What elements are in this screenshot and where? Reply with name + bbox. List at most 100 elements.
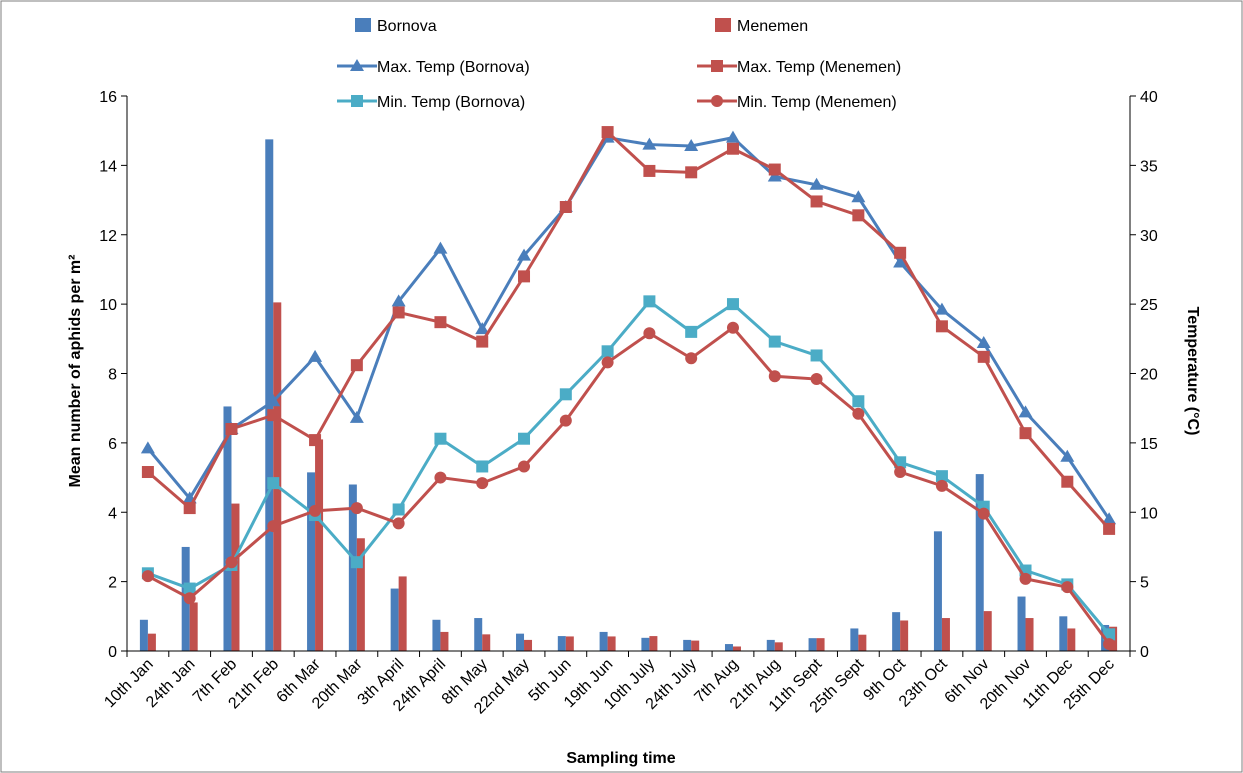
bar-menemen: [900, 620, 909, 651]
point-min-temp-menemen: [392, 517, 405, 530]
bar-menemen: [858, 634, 867, 651]
point-min-temp-menemen: [225, 556, 238, 569]
bar-bornova: [474, 618, 483, 651]
y-tick-label: 10: [99, 297, 117, 314]
point-max-temp-bornova: [642, 137, 657, 150]
point-min-temp-bornova: [768, 335, 781, 348]
point-min-temp-bornova: [518, 432, 531, 445]
bar-menemen: [983, 611, 992, 651]
point-min-temp-bornova: [685, 325, 698, 338]
bar-menemen: [607, 636, 616, 651]
point-min-temp-bornova: [601, 345, 614, 358]
point-min-temp-bornova: [643, 295, 656, 308]
legend-label-bornova: Bornova: [377, 18, 437, 35]
bar-menemen: [649, 636, 658, 651]
bar-bornova: [892, 612, 901, 651]
y-tick-label: 2: [108, 575, 117, 592]
point-max-temp-menemen: [309, 434, 322, 447]
y2-tick-label: 35: [1140, 158, 1158, 175]
y-axis-title: Mean number of aphids per m²: [67, 255, 84, 488]
bar-menemen: [691, 640, 700, 651]
point-max-temp-bornova: [1018, 405, 1033, 418]
point-max-temp-bornova: [140, 441, 155, 454]
legend-marker-min-temp-bornova: [351, 95, 363, 107]
y2-tick-label: 30: [1140, 228, 1158, 245]
point-min-temp-menemen: [852, 407, 865, 420]
point-max-temp-menemen: [643, 164, 656, 177]
point-min-temp-bornova: [183, 582, 196, 595]
point-max-temp-bornova: [851, 190, 866, 203]
point-min-temp-bornova: [810, 349, 823, 362]
bar-menemen: [1025, 618, 1034, 651]
point-min-temp-menemen: [810, 373, 823, 386]
point-max-temp-bornova: [266, 394, 281, 407]
point-max-temp-menemen: [601, 126, 614, 139]
point-max-temp-menemen: [225, 423, 238, 435]
point-max-temp-menemen: [518, 270, 531, 283]
point-max-temp-menemen: [810, 195, 823, 208]
point-max-temp-bornova: [349, 410, 364, 423]
bars-layer: [139, 139, 1118, 651]
point-max-temp-bornova: [308, 349, 323, 362]
point-max-temp-menemen: [726, 142, 739, 155]
bar-bornova: [1059, 616, 1068, 651]
bar-menemen: [147, 633, 156, 651]
point-max-temp-menemen: [183, 502, 196, 515]
bar-bornova: [641, 637, 650, 651]
bar-bornova: [599, 631, 608, 651]
legend-swatch-bornova: [355, 18, 371, 32]
point-min-temp-bornova: [559, 388, 572, 401]
legend-marker-min-temp-menemen: [711, 95, 723, 107]
point-max-temp-bornova: [809, 177, 824, 190]
point-min-temp-menemen: [309, 504, 322, 517]
line-min-temp-bornova: [147, 299, 1111, 636]
bar-menemen: [941, 618, 950, 651]
point-min-temp-menemen: [1061, 581, 1074, 594]
bar-bornova: [808, 638, 817, 651]
bar-menemen: [565, 636, 574, 651]
point-min-temp-menemen: [350, 502, 363, 515]
y-tick-label: 4: [108, 505, 117, 522]
y2-tick-label: 15: [1140, 436, 1158, 453]
legend-marker-max-temp-bornova: [350, 59, 364, 71]
legend-label-min-temp-menemen: Min. Temp (Menemen): [737, 94, 897, 111]
y2-tick-label: 40: [1140, 89, 1158, 106]
line-max-temp-menemen: [146, 129, 1111, 530]
bar-menemen: [774, 642, 783, 651]
point-min-temp-bornova: [852, 395, 865, 408]
point-max-temp-bornova: [684, 138, 699, 151]
y-tick-label: 12: [99, 228, 117, 245]
x-axis-title: Sampling time: [566, 750, 675, 767]
point-max-temp-menemen: [768, 163, 781, 176]
bar-bornova: [724, 644, 733, 651]
point-min-temp-bornova: [1019, 564, 1032, 577]
point-min-temp-menemen: [685, 352, 698, 365]
point-min-temp-menemen: [935, 479, 948, 492]
point-max-temp-bornova: [976, 335, 991, 348]
point-max-temp-bornova: [934, 302, 949, 315]
y-tick-label: 6: [108, 436, 117, 453]
bar-bornova: [1017, 596, 1026, 651]
y-tick-label: 16: [99, 89, 117, 106]
y2-tick-label: 0: [1140, 644, 1149, 661]
y-tick-label: 14: [99, 158, 117, 175]
point-max-temp-menemen: [267, 409, 280, 422]
point-min-temp-bornova: [434, 432, 447, 445]
bar-menemen: [440, 631, 449, 651]
bar-menemen: [524, 639, 533, 651]
bar-bornova: [223, 406, 232, 651]
point-max-temp-bornova: [725, 130, 740, 143]
bar-menemen: [482, 634, 491, 651]
point-min-temp-bornova: [392, 503, 405, 516]
point-max-temp-menemen: [935, 320, 948, 333]
point-min-temp-menemen: [768, 370, 781, 383]
y2-tick-label: 25: [1140, 297, 1158, 314]
bar-bornova: [307, 472, 316, 651]
y-tick-label: 0: [108, 644, 117, 661]
right-tick-labels: 0 5 10 15 20 25 30 35 40: [1130, 89, 1158, 661]
legend-label-min-temp-bornova: Min. Temp (Bornova): [377, 94, 525, 111]
point-max-temp-menemen: [894, 246, 907, 259]
